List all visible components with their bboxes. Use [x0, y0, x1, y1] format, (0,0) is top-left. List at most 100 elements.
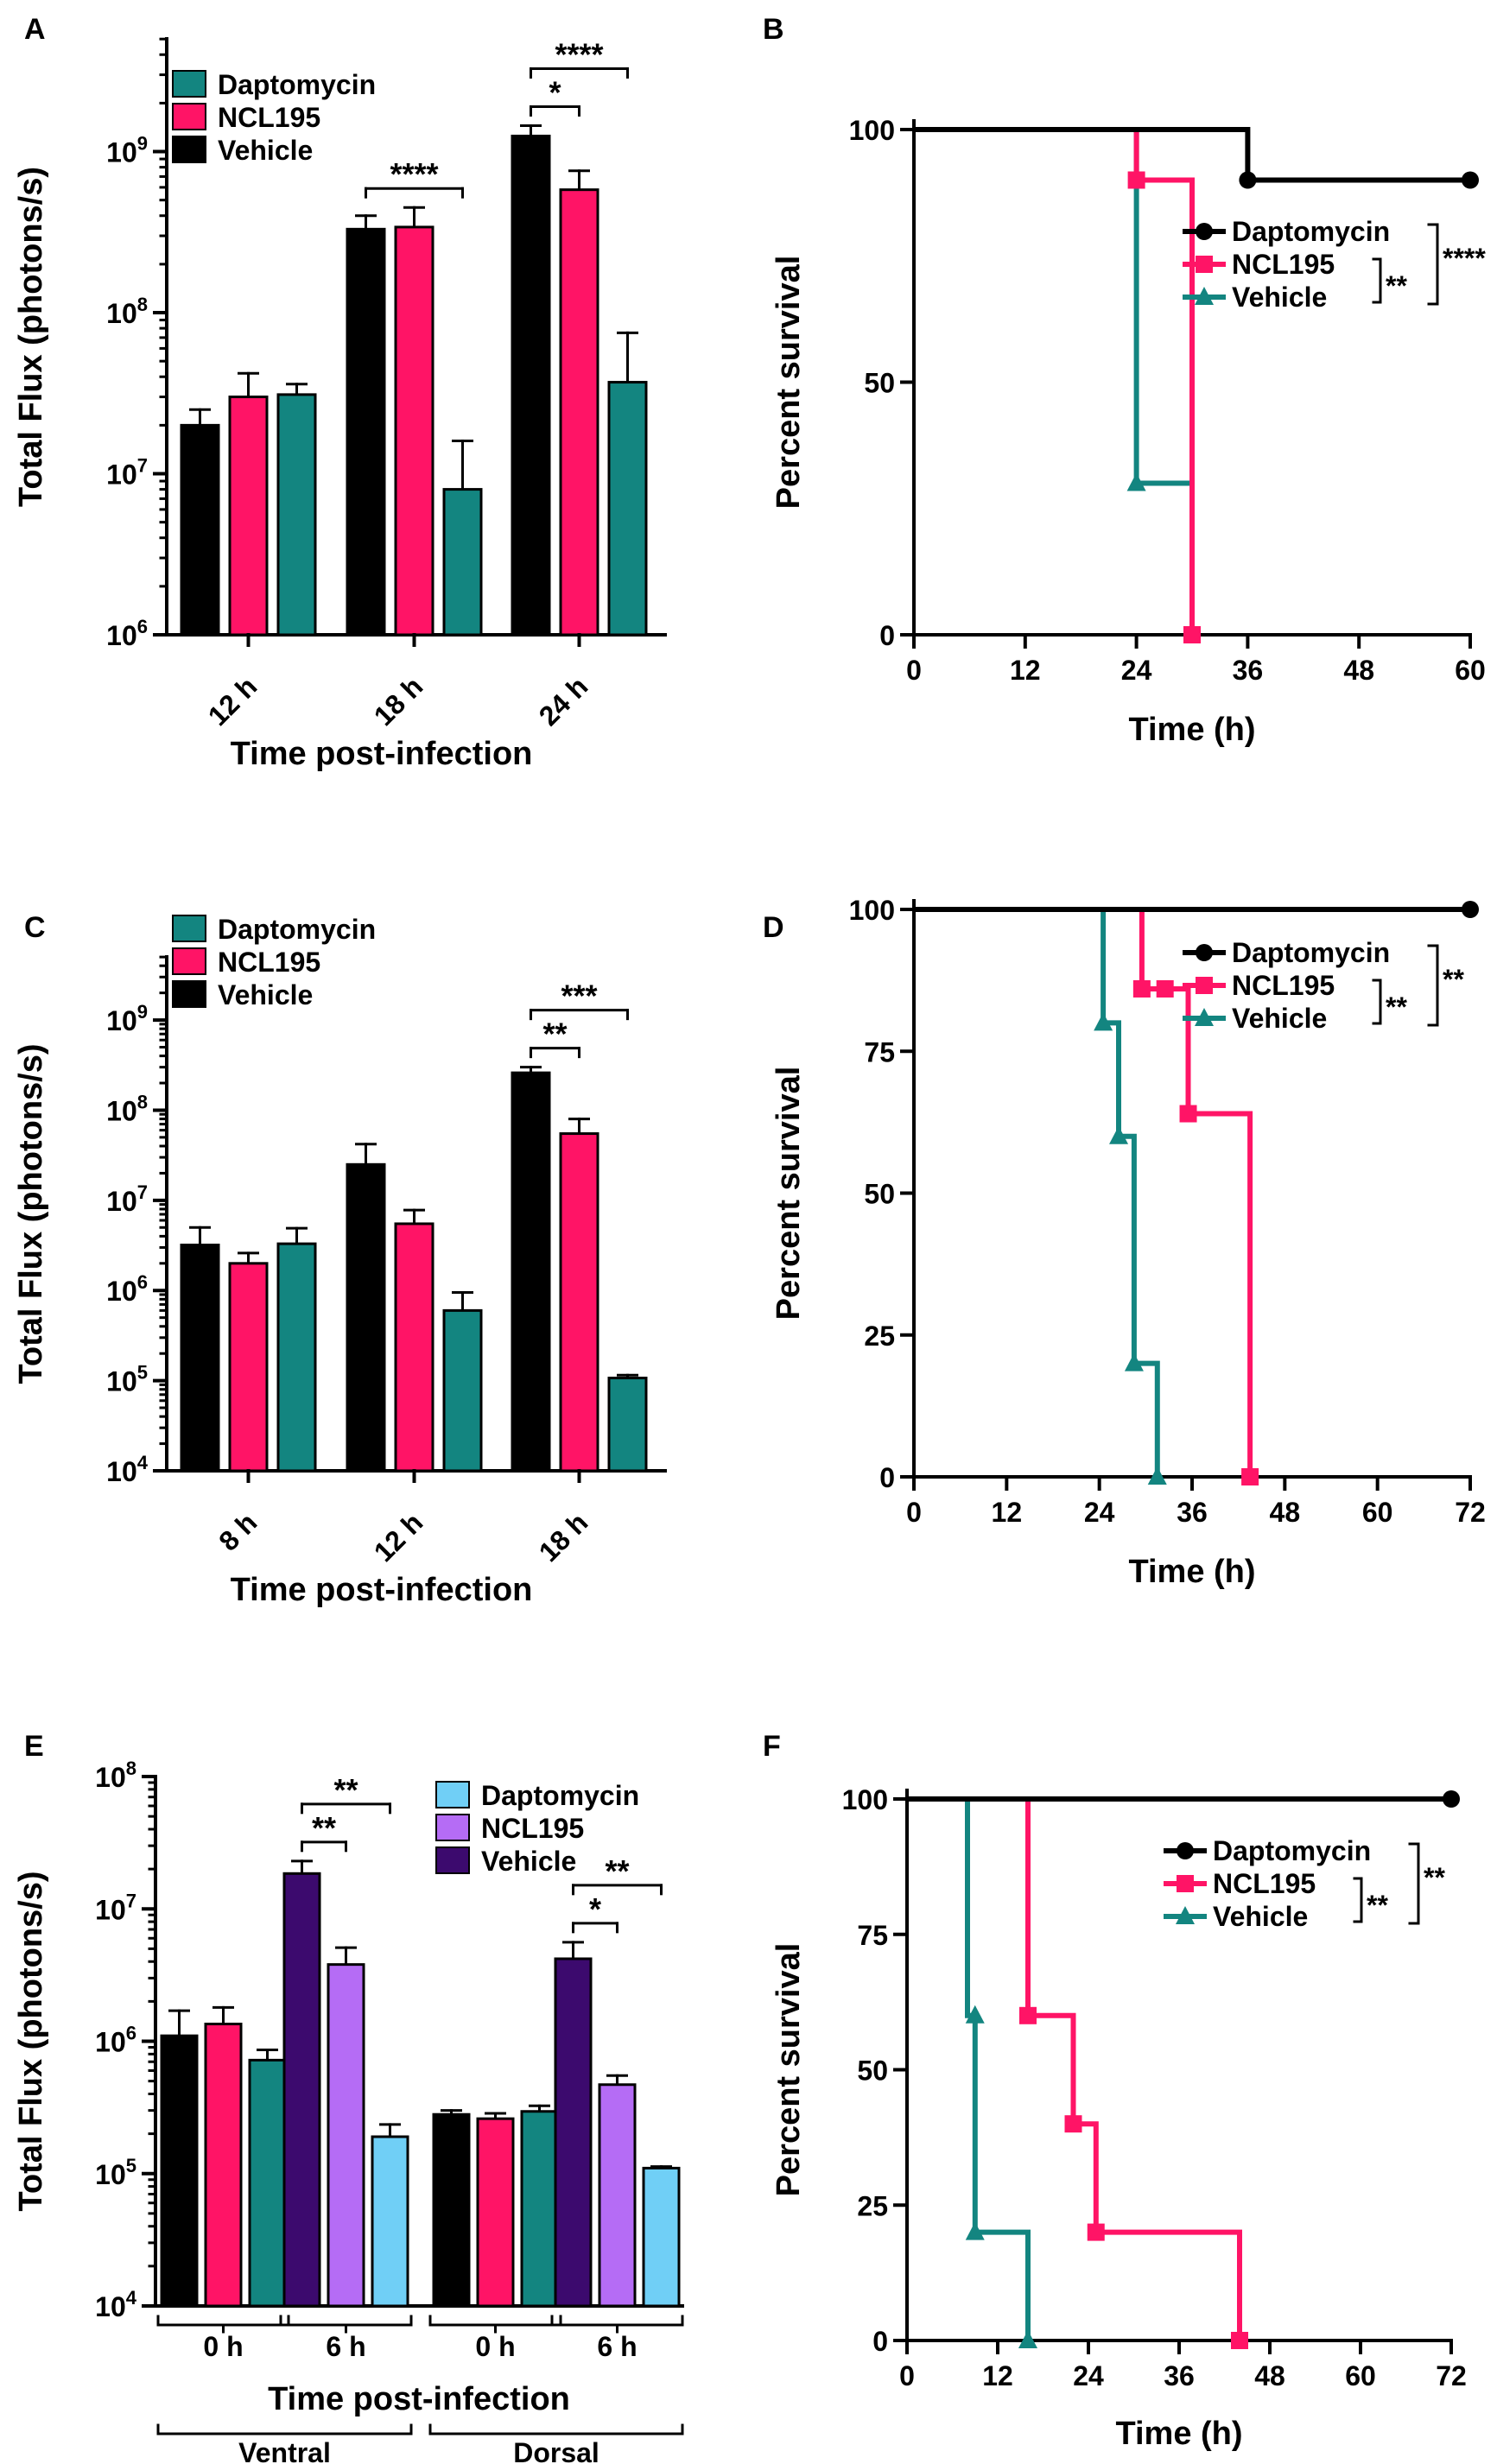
legend-swatch-vehicle [172, 136, 206, 163]
survival-curve-vehicle [965, 1799, 1031, 2340]
x-tick-label: 60 [1345, 2360, 1376, 2391]
legend-marker-square [1196, 977, 1213, 994]
bar-ncl195 [228, 1262, 269, 1473]
panel-f: F 0 25 50 75 100 0 12 24 36 48 60 72 Time (h) Percent … [763, 1730, 1467, 2452]
x-tick-label: 36 [1233, 655, 1264, 686]
marker-square [1127, 171, 1145, 189]
legend-label-daptomycin: Daptomycin [1232, 216, 1390, 247]
y-tick-label-text: 108 [106, 294, 148, 329]
marker-square [1156, 979, 1174, 998]
x-axis-title: Time post-infection [268, 2381, 570, 2417]
panel-letter-a: A [24, 13, 46, 46]
y-tick-label-text: 104 [106, 1452, 149, 1487]
bar-vehicle [180, 423, 220, 637]
y-tick-label: 100 [842, 1784, 888, 1815]
y-axis-title: Total Flux (photons/s) [13, 1871, 49, 2211]
significance-label: ** [1443, 964, 1464, 995]
legend-label-vehicle: Vehicle [481, 1846, 576, 1877]
significance-label: ** [605, 1853, 629, 1889]
y-tick-label-text: 107 [106, 455, 148, 491]
legend-swatch-daptomycin [172, 70, 206, 98]
y-axis-title: Total Flux (photons/s) [13, 167, 49, 507]
x-tick-label: 24 [1084, 1497, 1115, 1528]
y-tick-label: 25 [857, 2190, 888, 2221]
bar-ncl195 [394, 225, 435, 637]
y-tick-label: 107 [95, 1890, 136, 1925]
y-tick-label: 75 [857, 1920, 888, 1951]
legend-marker-triangle [1195, 1008, 1214, 1026]
significance-label: ** [333, 1772, 358, 1808]
significance-label: ** [1386, 270, 1407, 301]
significance-label: ** [1386, 991, 1407, 1023]
marker-square [1183, 626, 1201, 643]
bar-ncl195 [228, 396, 269, 637]
bar-daptomycin [642, 2166, 681, 2308]
y-tick-label: 50 [864, 1179, 895, 1210]
x-axis-title: Time post-infection [231, 1572, 533, 1608]
panel-b: B 0 50 100 0 12 24 36 48 60 Time (h) Percent surviv… [763, 13, 1486, 748]
y-axis-title: Percent survival [771, 256, 807, 510]
y-tick-label-text: 105 [106, 1362, 148, 1397]
y-tick-label-text: 109 [106, 133, 148, 168]
legend-label-ncl195: NCL195 [481, 1813, 584, 1844]
marker-triangle [1094, 1012, 1113, 1031]
x-tick-label: 6 h [326, 2331, 365, 2362]
x-tick-label: 12 [1010, 655, 1041, 686]
x-tick-label: 12 h [202, 670, 263, 732]
marker-square [1241, 1468, 1259, 1485]
panel-letter-c: C [24, 911, 46, 944]
panel-d: D 0 25 50 75 100 0 12 24 36 48 60 72 Time (h) Percent … [763, 895, 1486, 1590]
bar-vehicle [511, 134, 551, 637]
y-tick-label: 105 [95, 2155, 136, 2190]
x-tick-label: 0 h [203, 2331, 243, 2362]
legend-label-daptomycin: Daptomycin [1232, 937, 1390, 968]
marker-triangle [965, 2221, 985, 2240]
y-tick-label: 0 [879, 1462, 895, 1493]
y-axis-title: Total Flux (photons/s) [13, 1043, 49, 1384]
legend-swatch-vehicle [172, 980, 206, 1008]
bar-vehicle [180, 1243, 220, 1473]
x-tick-label: 18 h [368, 670, 429, 732]
significance-label: ** [542, 1017, 567, 1052]
y-tick-label: 109 [106, 133, 148, 168]
bar-daptomycin [276, 1242, 317, 1473]
y-tick-label: 106 [106, 1271, 148, 1307]
survival-curve-ncl195 [1139, 909, 1253, 1477]
x-tick-label: 60 [1362, 1497, 1393, 1528]
marker-square [1064, 2115, 1082, 2133]
significance-label: * [549, 74, 561, 110]
legend-swatch-ncl195 [172, 103, 206, 130]
y-tick-label-text: 108 [95, 1758, 136, 1793]
marker-square [1019, 2006, 1037, 2024]
bar-daptomycin [607, 381, 648, 637]
y-tick-label: 100 [849, 895, 895, 926]
bar-vehicle [282, 1872, 321, 2308]
y-axis-title: Percent survival [771, 1943, 807, 2197]
bar-vehicle [160, 2034, 199, 2308]
marker-triangle [1147, 1466, 1167, 1485]
marker-circle [1443, 1790, 1460, 1808]
x-axis-title: Time (h) [1115, 2416, 1242, 2452]
legend-swatch-ncl195 [435, 1814, 470, 1841]
legend-label-vehicle: Vehicle [1213, 1901, 1308, 1932]
y-axis-title: Percent survival [771, 1067, 807, 1321]
y-tick-label: 105 [106, 1362, 148, 1397]
marker-triangle [1109, 1125, 1129, 1144]
legend-label-ncl195: NCL195 [1232, 249, 1335, 280]
legend-swatch-daptomycin [435, 1781, 470, 1808]
y-tick-label: 108 [95, 1758, 136, 1793]
y-tick-label: 104 [95, 2287, 137, 2322]
y-tick-label-text: 107 [95, 1890, 136, 1925]
y-tick-label: 109 [106, 1001, 148, 1036]
bar-daptomycin [607, 1377, 648, 1473]
y-tick-label: 106 [106, 616, 148, 651]
survival-curve-ncl195 [1025, 1799, 1242, 2340]
legend-marker-square [1177, 1875, 1194, 1892]
y-tick-label-text: 106 [106, 1271, 148, 1307]
x-tick-label: 24 h [533, 670, 594, 732]
x-tick-label: 0 [906, 655, 922, 686]
legend-label-vehicle: Vehicle [1232, 1003, 1327, 1034]
bar-ncl195 [204, 2023, 243, 2308]
